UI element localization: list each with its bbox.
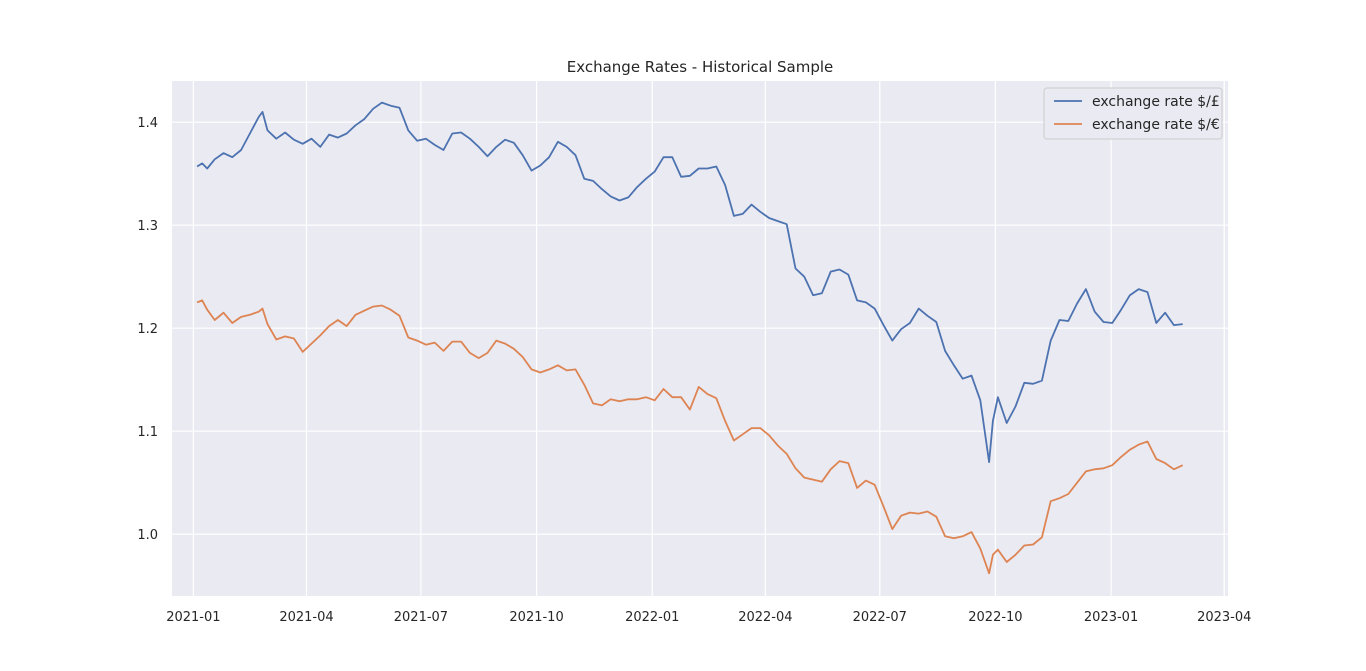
- series-lines: [196, 101, 1184, 575]
- x-tick-label: 2022-07: [853, 610, 907, 625]
- legend-box: [1043, 87, 1223, 140]
- y-tick-labels: 1.0 1.1 1.2 1.3 1.4: [137, 116, 158, 543]
- x-tick-labels: 2021-01 2021-04 2021-07 2021-10 2022-01 2022-…: [166, 610, 1251, 625]
- x-tick-label: 2022-10: [968, 610, 1022, 625]
- x-tick-label: 2021-01: [166, 610, 220, 625]
- chart-title: Exchange Rates - Historical Sample: [567, 58, 834, 76]
- x-tick-label: 2023-01: [1084, 610, 1138, 625]
- x-tick-label: 2021-07: [394, 610, 448, 625]
- legend: exchange rate $/£ exchange rate $/€: [1043, 87, 1223, 140]
- plot-background: [172, 81, 1228, 596]
- x-tick-label: 2022-01: [625, 610, 679, 625]
- legend-label-1: exchange rate $/€: [1092, 117, 1220, 133]
- y-tick-label: 1.3: [137, 219, 158, 234]
- x-tick-label: 2021-04: [279, 610, 333, 625]
- y-tick-label: 1.1: [137, 425, 158, 440]
- y-tick-label: 1.2: [137, 322, 158, 337]
- legend-label-0: exchange rate $/£: [1092, 94, 1220, 110]
- x-tick-label: 2022-04: [738, 610, 792, 625]
- y-tick-label: 1.0: [137, 528, 158, 543]
- y-tick-label: 1.4: [137, 116, 158, 131]
- x-tick-label: 2023-04: [1197, 610, 1251, 625]
- series-line-1: [196, 299, 1184, 575]
- series-line-0: [196, 101, 1183, 463]
- grid: [172, 81, 1228, 596]
- x-tick-label: 2021-10: [509, 610, 563, 625]
